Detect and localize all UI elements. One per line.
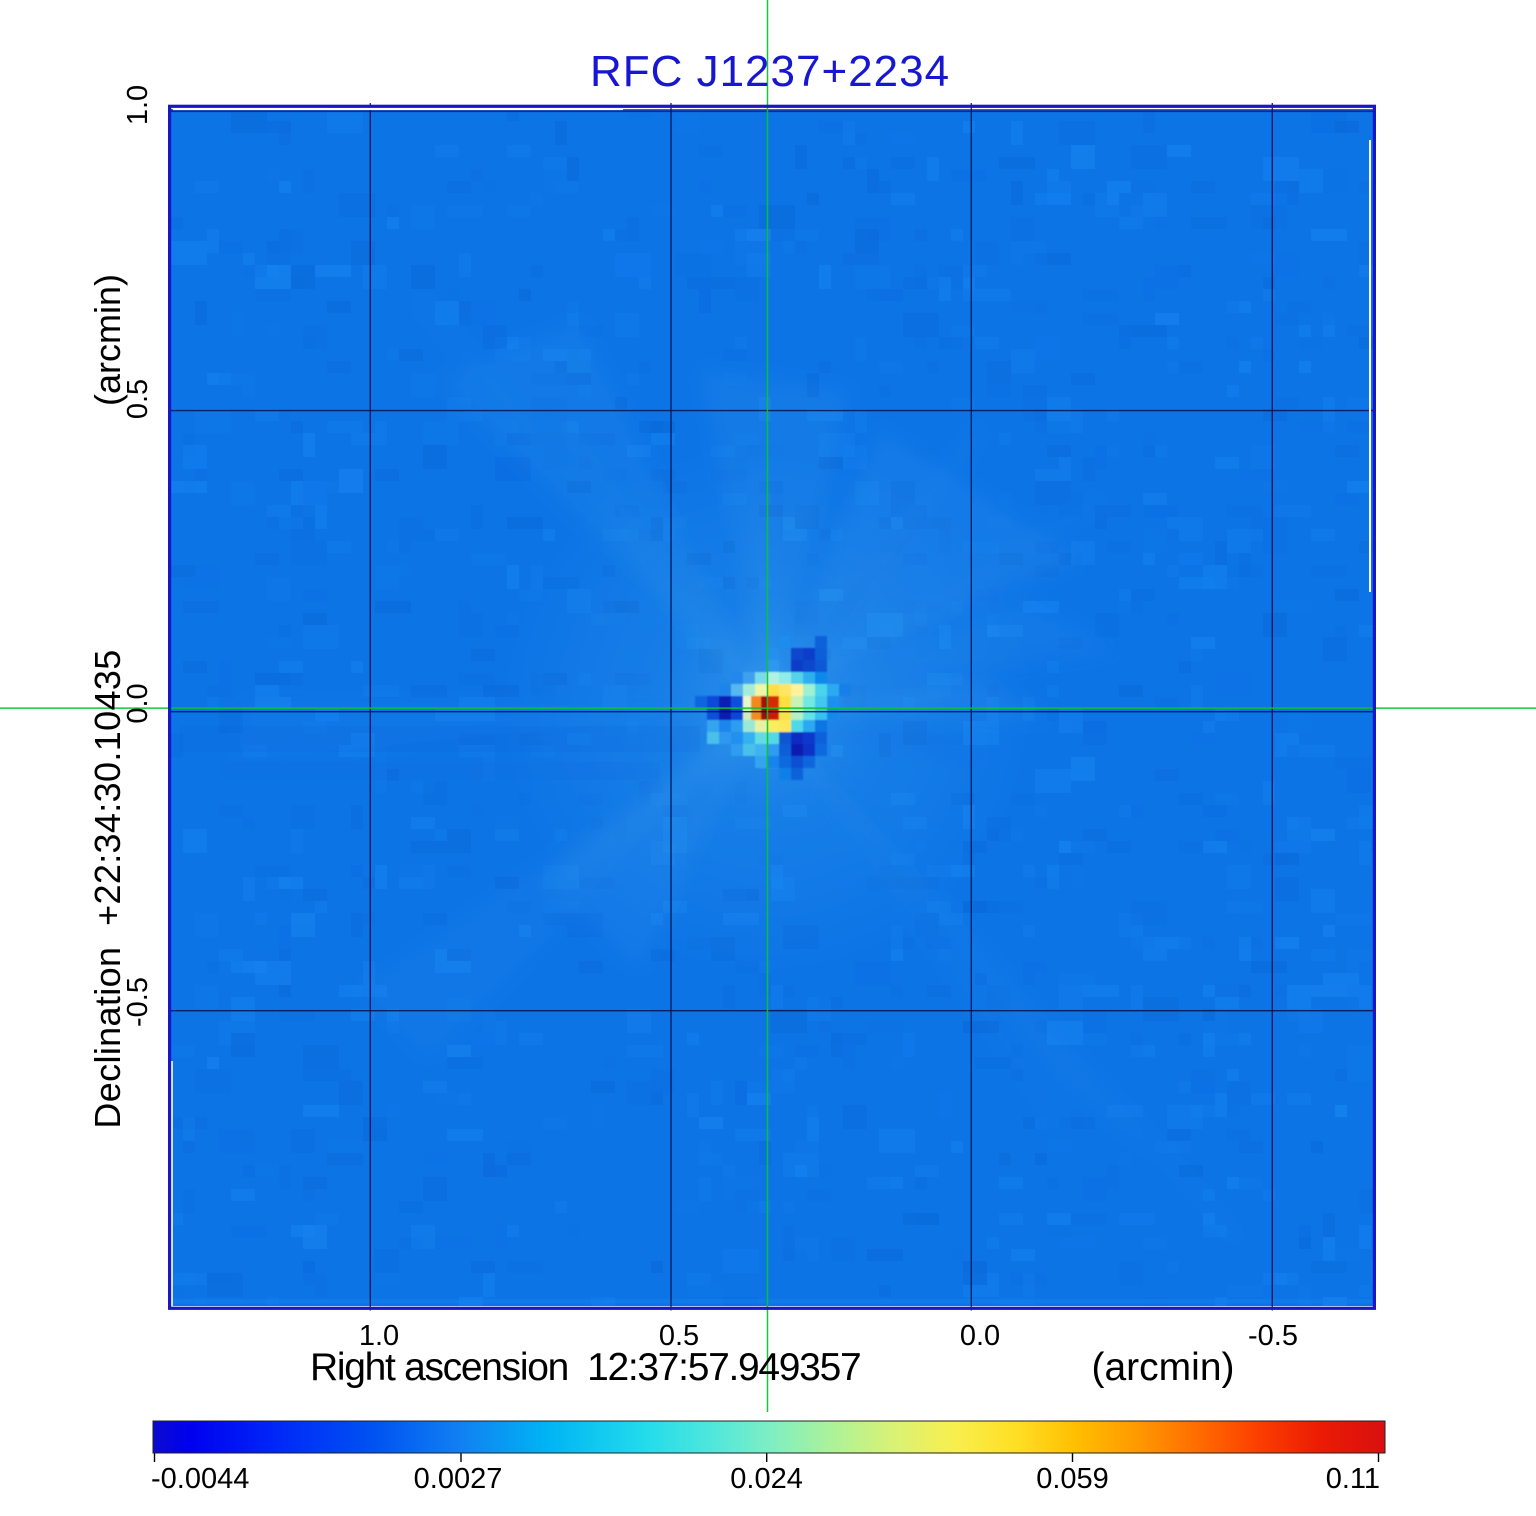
svg-text:1.0: 1.0 (359, 1320, 399, 1352)
svg-text:Right ascension 12:37:57.9493: Right ascension 12:37:57.949357 (310, 1346, 860, 1389)
svg-text:0.0: 0.0 (960, 1320, 1000, 1352)
svg-text:-0.0044: -0.0044 (151, 1463, 249, 1495)
svg-text:0.024: 0.024 (730, 1463, 803, 1495)
svg-text:-0.5: -0.5 (1248, 1320, 1298, 1352)
svg-text:0.059: 0.059 (1036, 1463, 1109, 1495)
svg-text:0.0027: 0.0027 (414, 1463, 503, 1495)
svg-text:Declination +22:34:30.10435: Declination +22:34:30.10435 (87, 649, 128, 1128)
svg-text:0.5: 0.5 (122, 379, 154, 419)
svg-text:-0.5: -0.5 (122, 977, 154, 1027)
svg-text:0.5: 0.5 (659, 1320, 699, 1352)
svg-text:(arcmin): (arcmin) (1092, 1346, 1235, 1389)
svg-text:RFC J1237+2234: RFC J1237+2234 (590, 47, 950, 96)
svg-text:0.11: 0.11 (1326, 1463, 1380, 1495)
svg-text:(arcmin): (arcmin) (87, 274, 128, 406)
svg-text:1.0: 1.0 (122, 85, 154, 125)
svg-text:0.0: 0.0 (122, 683, 154, 723)
